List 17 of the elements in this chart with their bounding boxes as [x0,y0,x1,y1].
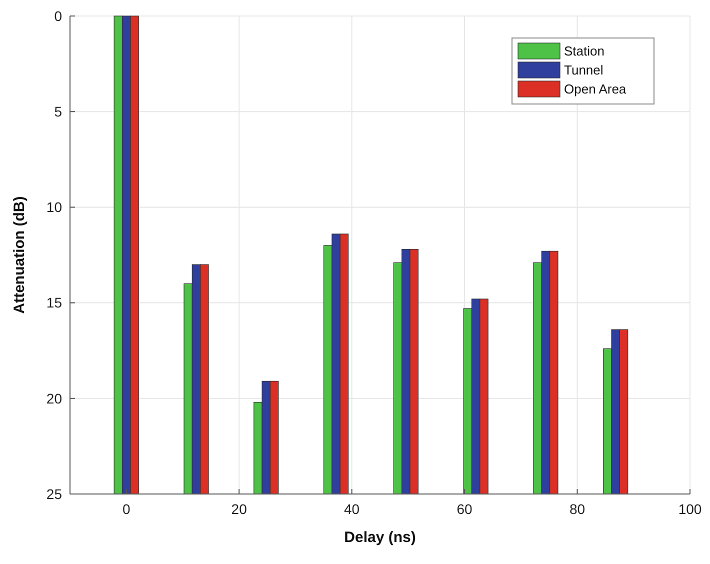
x-tick-label: 0 [122,501,130,517]
x-tick-label: 40 [344,501,360,517]
y-tick-label: 15 [46,294,62,311]
x-tick-label: 20 [231,501,248,517]
y-axis-title: Attenuation (dB) [11,196,28,314]
legend-label: Station [564,44,604,59]
x-tick-label: 60 [456,501,473,517]
x-tick-label: 80 [569,501,586,517]
x-tick-label: 100 [678,501,702,517]
legend-label: Open Area [564,82,627,97]
legend-label: Tunnel [564,62,604,78]
y-tick-label: 10 [46,199,62,216]
x-axis-title: Delay (ns) [344,529,416,546]
y-tick-label: 0 [54,8,62,24]
y-tick-label: 20 [46,390,62,406]
y-tick-label: 5 [54,104,62,120]
y-tick-label: 25 [46,486,62,502]
